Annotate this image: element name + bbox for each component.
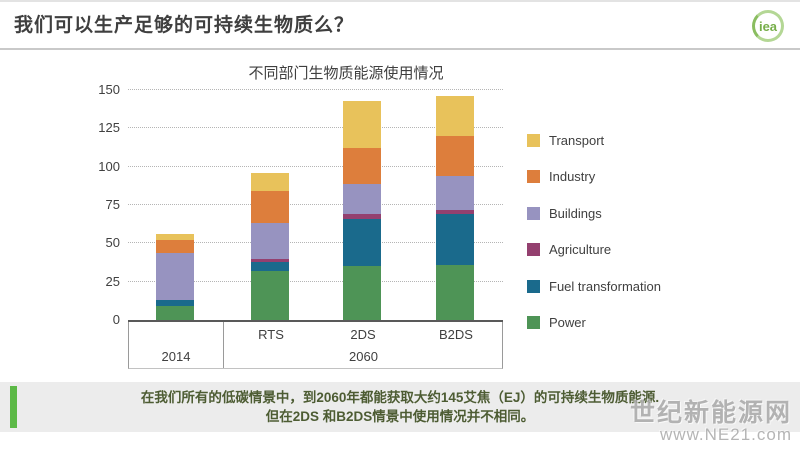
y-tick-label-150: 150	[98, 82, 120, 97]
chart-title: 不同部门生物质能源使用情况	[248, 65, 444, 82]
bar-segment-B2DS-power	[436, 264, 474, 320]
legend-swatch-icon	[527, 133, 540, 147]
bar-segment-2DS-buildings	[343, 183, 381, 215]
header-divider	[0, 48, 800, 50]
legend-item-buildings: Buildings	[527, 195, 661, 232]
bar-segment-2DS-industry	[343, 148, 381, 184]
legend-item-transport: Transport	[527, 122, 661, 159]
legend-swatch-icon	[527, 316, 540, 330]
legend-label: Industry	[549, 169, 596, 185]
x-group-label-2060: 2060	[349, 349, 378, 364]
legend-swatch-icon	[527, 243, 540, 257]
bar-segment-2DS-power	[343, 266, 381, 320]
x-label-B2DS: B2DS	[439, 327, 473, 342]
legend-label: Buildings	[549, 205, 602, 221]
legend-item-power: Power	[527, 305, 661, 342]
bar-segment-B2DS-industry	[436, 136, 474, 176]
bar-RTS	[251, 172, 289, 320]
bar-segment-B2DS-fuel-transformation	[436, 214, 474, 265]
bar-segment-2014-fuel-transformation	[156, 300, 194, 307]
legend-item-industry: Industry	[527, 159, 661, 196]
legend-item-fuel-transformation: Fuel transformation	[527, 268, 661, 305]
gridline-150	[128, 89, 503, 90]
legend-label: Fuel transformation	[549, 278, 661, 294]
bar-segment-RTS-power	[251, 270, 289, 320]
bar-segment-RTS-agriculture	[251, 258, 289, 262]
y-tick-label-25: 25	[105, 273, 120, 289]
y-tick-label-100: 100	[98, 158, 120, 174]
bar-segment-B2DS-transport	[436, 96, 474, 137]
gridline-25	[128, 280, 503, 282]
bar-segment-2014-power	[156, 306, 194, 320]
bar-segment-2014-buildings	[156, 252, 194, 301]
watermark: 世纪新能源网 www.NE21.com	[612, 400, 796, 444]
gridline-75	[128, 204, 503, 205]
banner-line2: 但在2DS 和B2DS情景中使用情况并不相同。	[265, 409, 535, 424]
banner-text: 在我们所有的低碳情景中，到2060年都能获取大约145艾焦（EJ）的可持续生物质…	[0, 382, 800, 432]
legend-swatch-icon	[527, 279, 540, 293]
bar-segment-RTS-transport	[251, 172, 289, 192]
legend-label: Transport	[549, 132, 605, 148]
bar-segment-B2DS-agriculture	[436, 209, 474, 215]
legend: Transport Industry Buildings Agriculture Fue…	[527, 122, 661, 341]
gridline-125	[128, 127, 503, 129]
gridline-100	[128, 165, 503, 167]
x-axis-group-separator	[223, 322, 224, 368]
x-label-RTS: RTS	[258, 327, 284, 342]
x-label-2DS: 2DS	[350, 327, 376, 342]
y-tick-label-75: 75	[105, 197, 120, 212]
bar-2DS	[343, 100, 381, 320]
y-tick-label-0: 0	[112, 312, 120, 327]
bar-2014	[156, 234, 194, 320]
bar-segment-2014-industry	[156, 240, 194, 253]
y-tick-label-50: 50	[105, 235, 120, 251]
iea-logo: iea	[752, 10, 784, 42]
bar-segment-B2DS-buildings	[436, 175, 474, 210]
watermark-url: www.NE21.com	[660, 425, 792, 444]
banner-line1: 在我们所有的低碳情景中，到2060年都能获取大约145艾焦（EJ）的可持续生物质…	[140, 390, 660, 405]
y-tick-label-125: 125	[98, 120, 120, 136]
bar-segment-RTS-fuel-transformation	[251, 261, 289, 271]
x-axis: RTS 2DS B2DS 2014 2060	[128, 322, 503, 369]
watermark-site-name: 世纪新能源网	[629, 399, 792, 427]
bar-segment-2DS-fuel-transformation	[343, 218, 381, 267]
bar-segment-2DS-transport	[343, 100, 381, 149]
bar-segment-RTS-industry	[251, 191, 289, 224]
bar-B2DS	[436, 96, 474, 320]
legend-label: Agriculture	[549, 242, 612, 258]
legend-swatch-icon	[527, 206, 540, 220]
gridline-50	[128, 242, 503, 244]
bar-segment-2014-transport	[156, 234, 194, 241]
bar-segment-2DS-agriculture	[343, 214, 381, 219]
legend-item-agriculture: Agriculture	[527, 232, 661, 269]
bar-segment-RTS-buildings	[251, 223, 289, 259]
page-title: 我们可以生产足够的可持续生物质么？	[14, 15, 355, 36]
summary-banner: 在我们所有的低碳情景中，到2060年都能获取大约145艾焦（EJ）的可持续生物质…	[0, 382, 800, 432]
iea-logo-text: iea	[758, 18, 778, 34]
legend-swatch-icon	[527, 170, 540, 184]
x-group-label-2014: 2014	[161, 349, 191, 364]
banner-accent-bar	[10, 386, 17, 428]
legend-label: Power	[549, 315, 586, 331]
plot-area	[128, 89, 503, 322]
